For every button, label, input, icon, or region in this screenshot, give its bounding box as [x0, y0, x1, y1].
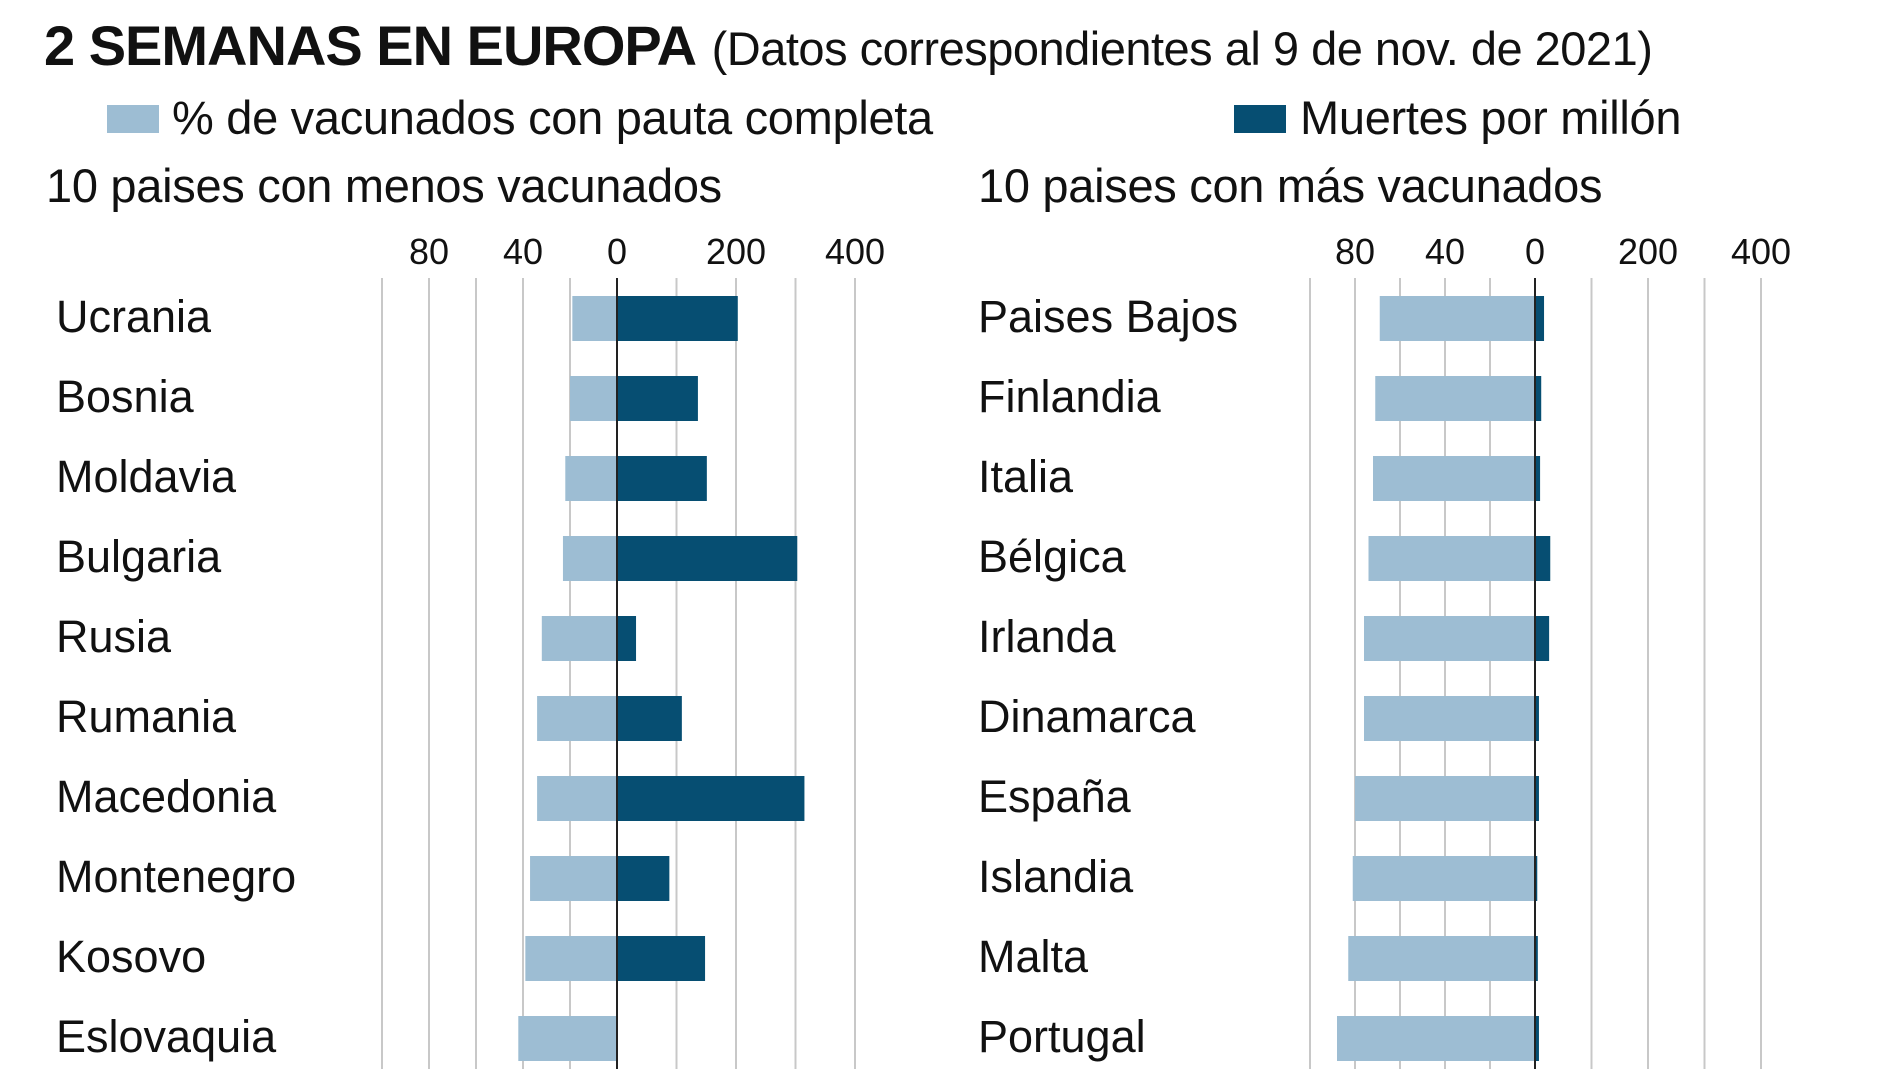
bar-vaccinated — [1364, 616, 1535, 661]
chart-header: 2 SEMANAS EN EUROPA (Datos correspondien… — [44, 10, 1653, 85]
legend-label-deaths: Muertes por millón — [1300, 91, 1682, 144]
country-label: Bulgaria — [56, 531, 222, 582]
country-label: Bélgica — [978, 531, 1126, 582]
bar-deaths — [1535, 376, 1542, 421]
tick-label-vaccinated: 0 — [606, 231, 628, 272]
bar-vaccinated — [1364, 696, 1535, 741]
bar-deaths — [617, 936, 706, 981]
tick-label-vaccinated: 40 — [1424, 231, 1466, 272]
panel-title-most-vaccinated: 10 paises con más vacunados — [978, 159, 1603, 212]
country-label: Italia — [978, 451, 1074, 502]
country-label: Eslovaquia — [56, 1011, 277, 1062]
country-label: Islandia — [978, 851, 1134, 902]
bar-vaccinated — [1337, 1016, 1535, 1061]
country-label: Montenegro — [56, 851, 297, 902]
tick-label-vaccinated: 40 — [502, 231, 544, 272]
chart-title: 2 SEMANAS EN EUROPA — [44, 14, 697, 77]
bar-vaccinated — [570, 376, 617, 421]
bar-vaccinated — [1355, 776, 1535, 821]
bar-deaths — [617, 296, 738, 341]
country-label: Kosovo — [56, 931, 207, 982]
country-label: Dinamarca — [978, 691, 1196, 742]
country-label: Rumania — [56, 691, 237, 742]
country-label: Macedonia — [56, 771, 277, 822]
country-label: Finlandia — [978, 371, 1161, 422]
country-label: Ucrania — [56, 291, 212, 342]
bar-deaths — [617, 536, 798, 581]
bar-deaths — [617, 776, 805, 821]
bar-vaccinated — [1379, 296, 1535, 341]
bar-vaccinated — [541, 616, 617, 661]
bar-vaccinated — [1373, 456, 1535, 501]
bar-deaths — [1535, 856, 1538, 901]
bar-vaccinated — [518, 1016, 617, 1061]
bar-deaths — [1535, 296, 1545, 341]
panel-title-least-vaccinated: 10 paises con menos vacunados — [46, 159, 722, 212]
bar-vaccinated — [537, 776, 617, 821]
bar-vaccinated — [572, 296, 617, 341]
country-label: Moldavia — [56, 451, 237, 502]
bar-deaths — [1535, 1016, 1539, 1061]
legend-swatch-deaths — [1234, 105, 1286, 133]
tick-label-vaccinated: 80 — [1334, 231, 1376, 272]
bar-vaccinated — [565, 456, 617, 501]
bar-vaccinated — [1368, 536, 1535, 581]
bar-deaths — [1535, 776, 1539, 821]
bar-deaths — [1535, 696, 1539, 741]
chart-subtitle: (Datos correspondientes al 9 de nov. de … — [711, 22, 1653, 75]
legend-label-vaccinated: % de vacunados con pauta completa — [172, 91, 933, 144]
bar-vaccinated — [530, 856, 617, 901]
country-label: Malta — [978, 931, 1089, 982]
tick-label-deaths: 400 — [1730, 231, 1792, 272]
country-label: Irlanda — [978, 611, 1116, 662]
bar-vaccinated — [1375, 376, 1535, 421]
bar-vaccinated — [525, 936, 617, 981]
bar-deaths — [617, 376, 698, 421]
bar-deaths — [617, 456, 707, 501]
bar-vaccinated — [537, 696, 617, 741]
country-label: Paises Bajos — [978, 291, 1239, 342]
bar-vaccinated — [562, 536, 617, 581]
tick-label-deaths: 400 — [824, 231, 886, 272]
tick-label-deaths: 200 — [705, 231, 767, 272]
country-label: Rusia — [56, 611, 172, 662]
bar-deaths — [617, 696, 682, 741]
bar-deaths — [1535, 536, 1551, 581]
tick-label-vaccinated: 0 — [1524, 231, 1546, 272]
bar-vaccinated — [1352, 856, 1535, 901]
country-label: Portugal — [978, 1011, 1146, 1062]
bar-deaths — [1535, 936, 1538, 981]
country-label: España — [978, 771, 1131, 822]
tick-label-vaccinated: 80 — [408, 231, 450, 272]
bar-deaths — [1535, 456, 1541, 501]
country-label: Bosnia — [56, 371, 194, 422]
bar-vaccinated — [1348, 936, 1535, 981]
legend-swatch-vaccinated — [107, 105, 159, 133]
bar-deaths — [1535, 616, 1550, 661]
bar-deaths — [617, 616, 637, 661]
tick-label-deaths: 200 — [1617, 231, 1679, 272]
bar-deaths — [617, 856, 670, 901]
